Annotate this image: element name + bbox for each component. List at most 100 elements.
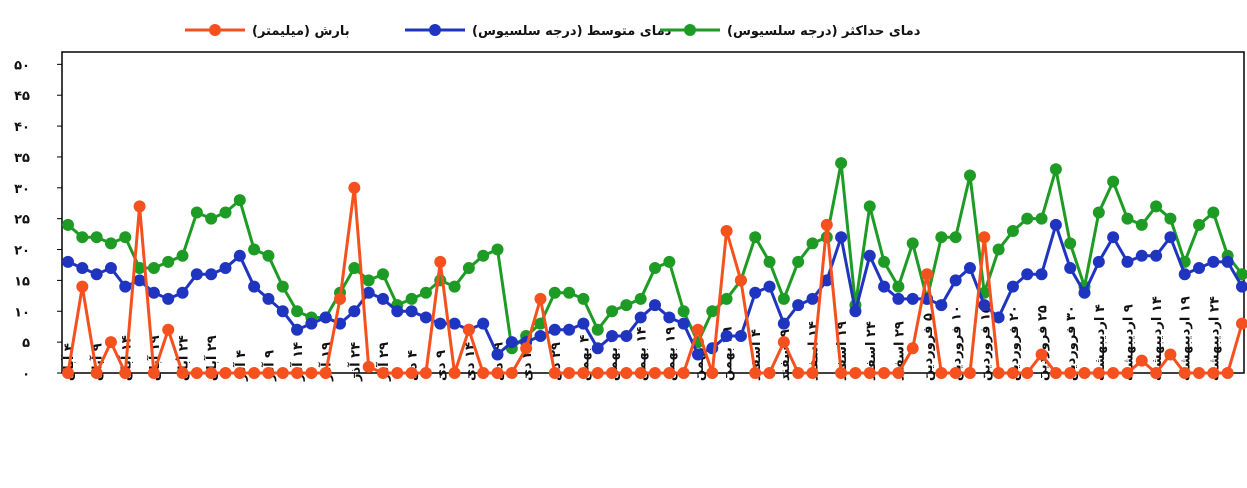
data-point xyxy=(577,317,590,330)
data-point xyxy=(405,367,418,379)
y-tick-label: ۱۵ xyxy=(14,274,30,289)
data-point xyxy=(348,181,361,194)
data-point xyxy=(233,194,246,207)
data-point xyxy=(1107,367,1120,379)
data-point xyxy=(248,243,261,256)
data-point xyxy=(763,280,776,293)
x-tick-label: ۳۰ فروردین xyxy=(1064,305,1079,381)
data-point xyxy=(1021,268,1034,281)
data-point xyxy=(577,292,590,305)
data-point xyxy=(434,317,447,330)
data-point xyxy=(878,367,891,379)
data-point xyxy=(792,367,805,379)
data-point xyxy=(1064,367,1077,379)
data-point xyxy=(963,367,976,379)
data-point xyxy=(720,329,733,342)
data-point xyxy=(248,280,261,293)
data-point xyxy=(820,274,833,287)
data-point xyxy=(176,249,189,262)
data-point xyxy=(90,367,103,379)
data-point xyxy=(606,305,619,318)
data-point xyxy=(649,262,661,275)
data-point xyxy=(1006,280,1019,293)
data-point xyxy=(62,367,74,379)
legend-marker xyxy=(429,24,441,36)
data-point xyxy=(176,367,189,379)
data-point xyxy=(949,274,962,287)
x-tick-label: ۱۵ فروردین xyxy=(978,305,993,381)
data-point xyxy=(1207,255,1220,268)
data-point xyxy=(935,299,948,312)
y-tick-label: ۲۰ xyxy=(14,244,30,259)
data-point xyxy=(90,231,103,244)
data-point xyxy=(90,268,103,281)
legend-label: دمای حداکثر (درجه سلسیوس) xyxy=(727,24,921,39)
data-point xyxy=(334,292,347,305)
data-point xyxy=(835,231,848,244)
data-point xyxy=(448,317,461,330)
data-point xyxy=(1221,367,1234,379)
data-point xyxy=(863,200,876,213)
data-point xyxy=(419,286,432,299)
data-point xyxy=(1035,348,1048,361)
data-point xyxy=(763,367,776,379)
data-point xyxy=(1150,200,1163,213)
x-tick-label: ۵ فروردین xyxy=(921,313,936,381)
data-point xyxy=(806,292,819,305)
data-point xyxy=(548,323,561,336)
data-point xyxy=(276,280,289,293)
x-tick-label: ۱۹ اردیبهشت xyxy=(1179,296,1194,381)
data-point xyxy=(319,367,332,379)
data-point xyxy=(1164,212,1177,225)
data-point xyxy=(391,367,404,379)
data-point xyxy=(634,367,647,379)
data-point xyxy=(992,367,1005,379)
data-point xyxy=(305,317,318,330)
data-point xyxy=(677,317,690,330)
y-tick-label: ۳۵ xyxy=(14,151,30,166)
data-point xyxy=(1207,206,1220,219)
data-point xyxy=(520,342,533,355)
data-point xyxy=(734,329,747,342)
data-point xyxy=(1049,367,1062,379)
data-point xyxy=(906,342,919,355)
data-point xyxy=(104,237,117,250)
data-point xyxy=(591,323,604,336)
data-point xyxy=(505,336,518,349)
data-point xyxy=(921,268,934,281)
data-point xyxy=(548,367,561,379)
data-point xyxy=(649,299,661,312)
data-point xyxy=(176,286,189,299)
data-point xyxy=(963,169,976,182)
x-tick-label: ۲۰ فروردین xyxy=(1007,305,1022,381)
data-point xyxy=(835,367,848,379)
data-point xyxy=(978,299,991,312)
data-point xyxy=(1092,206,1105,219)
data-point xyxy=(978,231,991,244)
data-point xyxy=(878,255,891,268)
x-tick-label: ۲۵ فروردین xyxy=(1036,305,1051,381)
data-point xyxy=(734,274,747,287)
data-point xyxy=(276,305,289,318)
data-point xyxy=(190,206,203,219)
data-point xyxy=(133,200,146,213)
y-tick-label: ۴۰ xyxy=(14,120,30,135)
data-point xyxy=(405,305,418,318)
data-point xyxy=(205,212,218,225)
y-tick-label: ۰ xyxy=(22,367,30,382)
y-tick-label: ۴۵ xyxy=(14,89,30,104)
data-point xyxy=(219,262,232,275)
data-point xyxy=(906,237,919,250)
data-point xyxy=(1178,268,1191,281)
data-point xyxy=(1207,367,1220,379)
x-tick-label: ۹ دی xyxy=(434,350,449,381)
data-point xyxy=(76,262,89,275)
data-point xyxy=(162,323,175,336)
x-tick-label: ۱۰ فروردین xyxy=(950,305,965,381)
data-point xyxy=(534,292,547,305)
data-point xyxy=(606,329,619,342)
data-point xyxy=(706,367,719,379)
data-point xyxy=(534,329,547,342)
data-point xyxy=(992,243,1005,256)
data-point xyxy=(835,157,848,170)
